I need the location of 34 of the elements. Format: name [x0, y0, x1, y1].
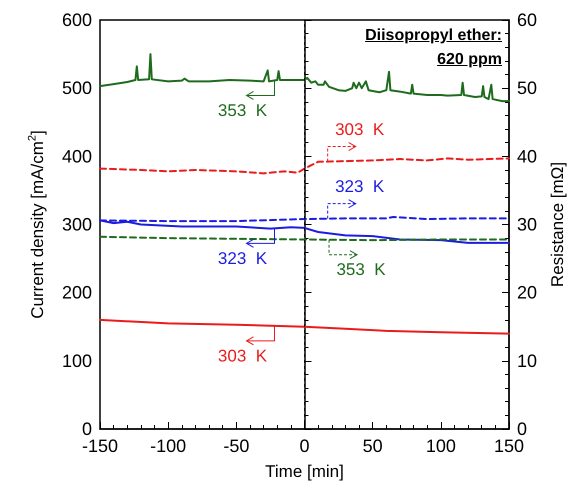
annotation: 323 K — [335, 177, 385, 196]
y2-tick-label: 30 — [517, 214, 538, 234]
y-tick-label: 200 — [62, 282, 92, 303]
annotation: 353 K — [218, 100, 268, 120]
y-axis-title: Current density [mA/cm2] — [26, 130, 47, 319]
y-tick-label: 300 — [62, 214, 92, 234]
x-tick-label: 150 — [494, 436, 524, 456]
y2-tick-label: 20 — [517, 282, 538, 303]
x-tick-label: 0 — [299, 436, 310, 456]
annotation: Diisopropyl ether: 620 ppm — [365, 26, 502, 70]
y-tick-label: 100 — [62, 350, 92, 371]
x-tick-label: -150 — [82, 436, 118, 456]
x-tick-label: -50 — [223, 436, 250, 456]
annotation: 303 K — [218, 346, 268, 366]
x-tick-label: 100 — [426, 436, 456, 456]
y2-tick-label: 50 — [517, 78, 538, 98]
annotation: 323 K — [218, 248, 268, 268]
y2-axis-title: Resistance [mΩ] — [548, 162, 567, 288]
annotation: 353 K — [336, 260, 386, 280]
y-tick-label: 500 — [62, 78, 92, 98]
y2-tick-label: 0 — [517, 419, 528, 439]
annotation: 303 K — [335, 120, 385, 140]
line-series — [99, 53, 510, 102]
y2-tick-label: 40 — [517, 146, 538, 166]
y-tick-label: 600 — [62, 10, 92, 30]
x-axis-title: Time [min] — [265, 462, 344, 481]
x-tick-label: 50 — [362, 436, 383, 456]
line-series — [99, 157, 510, 174]
y2-tick-label: 10 — [517, 350, 538, 371]
y-tick-label: 400 — [62, 146, 92, 166]
y2-tick-label: 60 — [517, 10, 538, 30]
x-tick-label: -100 — [150, 436, 186, 456]
line-series — [99, 318, 510, 335]
y-tick-label: 0 — [82, 419, 92, 439]
